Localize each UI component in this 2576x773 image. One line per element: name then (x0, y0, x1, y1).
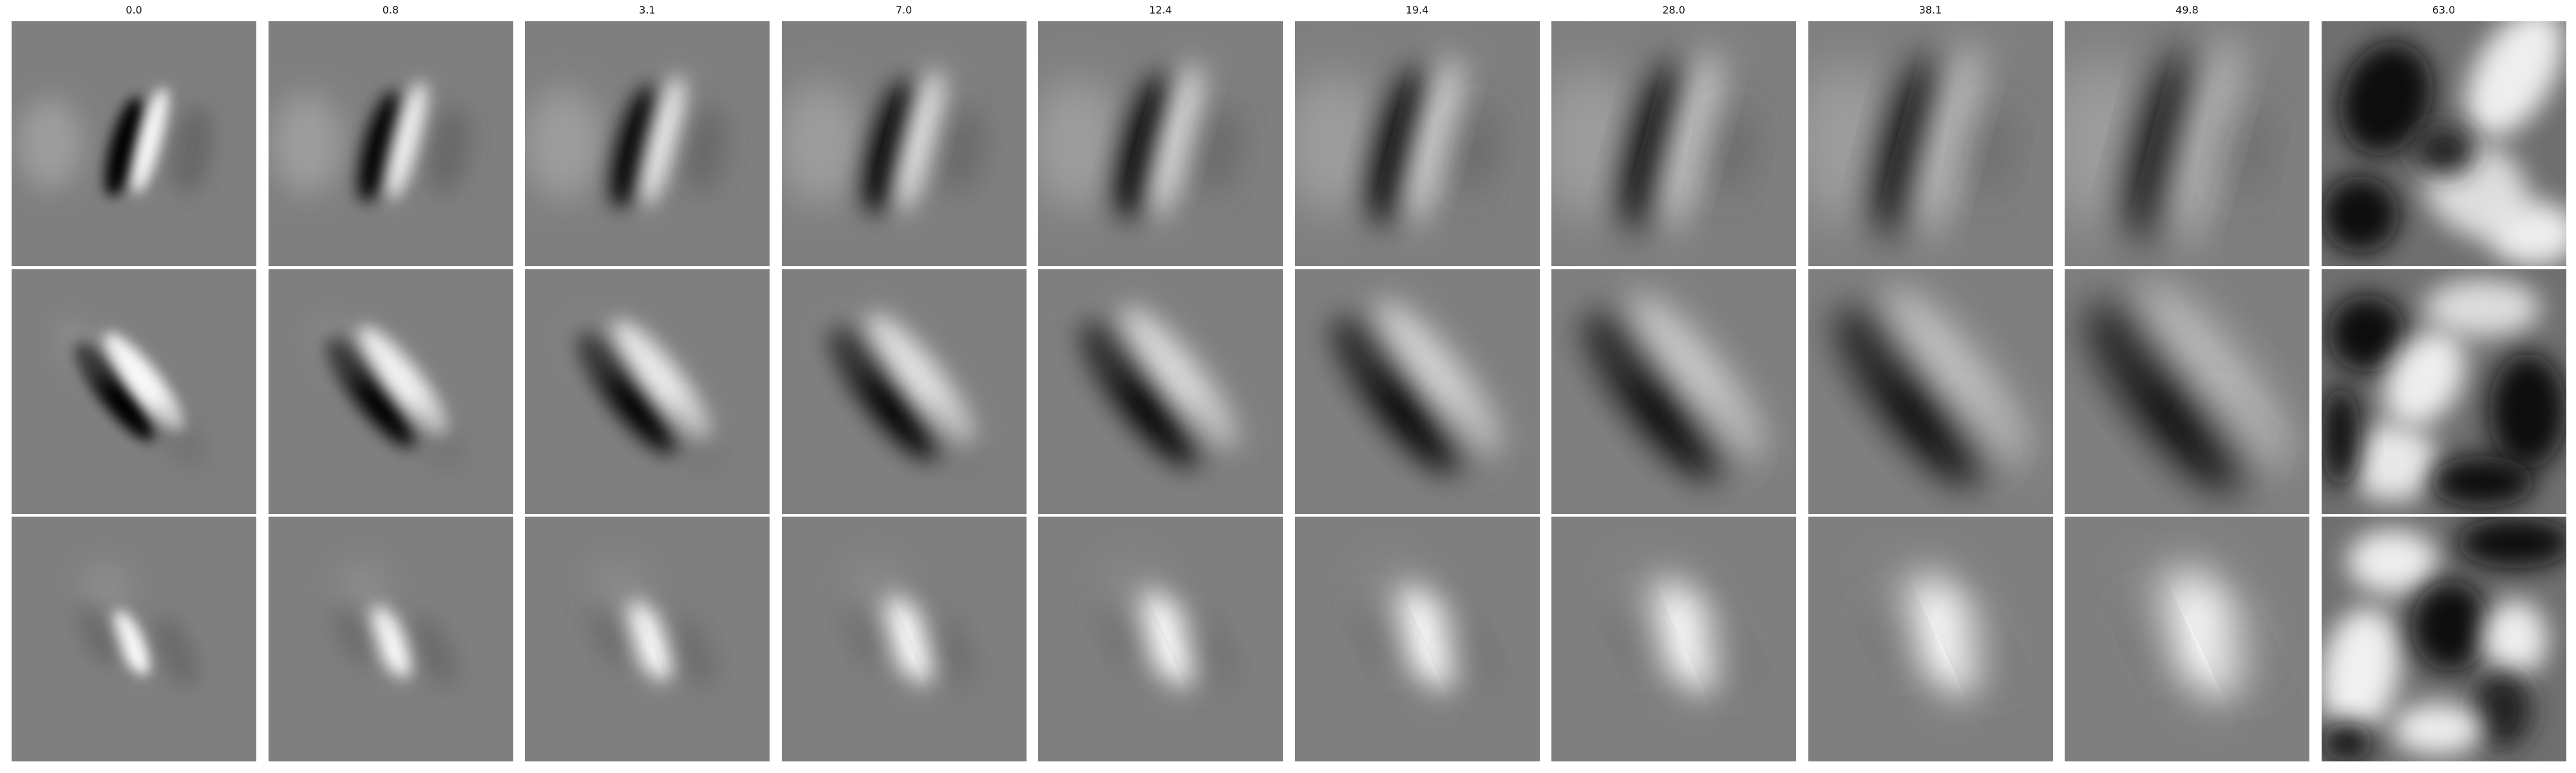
column-title: 0.0 (126, 4, 142, 16)
column-title: 19.4 (1405, 4, 1429, 16)
filter-image-r3-c4 (781, 517, 1027, 761)
filter-image-graphic (2065, 21, 2309, 266)
filter-image-r2-c2 (268, 269, 513, 514)
filter-image-graphic (781, 21, 1027, 266)
filter-image-r1-c2 (268, 21, 513, 266)
filter-image-r1-c8 (1808, 21, 2053, 266)
filter-image-graphic (2065, 517, 2309, 761)
filter-image-graphic (781, 269, 1027, 514)
filter-image-r2-c3 (525, 269, 770, 514)
filter-image-graphic (1551, 21, 1796, 266)
filter-image-r3-c6 (1294, 517, 1540, 761)
filter-image-graphic (2321, 517, 2566, 761)
filter-image-r2-c10 (2321, 269, 2566, 514)
filter-image-r1-c1 (12, 21, 256, 266)
filter-image-graphic (2065, 269, 2309, 514)
column-title: 49.8 (2175, 4, 2199, 16)
filter-image-r2-c4 (781, 269, 1027, 514)
filter-image-graphic (781, 517, 1027, 761)
filter-image-graphic (2321, 21, 2566, 266)
column-title: 7.0 (895, 4, 913, 16)
filter-image-r3-c2 (268, 517, 513, 761)
filter-image-graphic (1551, 517, 1796, 761)
filter-image-r2-c8 (1808, 269, 2053, 514)
filter-image-graphic (525, 269, 770, 514)
filter-image-r2-c1 (12, 269, 256, 514)
filter-image-r2-c7 (1551, 269, 1796, 514)
filter-image-graphic (268, 517, 513, 761)
column-title: 0.8 (382, 4, 399, 16)
filter-image-r1-c7 (1551, 21, 1796, 266)
filter-image-r2-c5 (1038, 269, 1283, 514)
filter-image-r1-c4 (781, 21, 1027, 266)
filter-image-graphic (1038, 269, 1283, 514)
column-title: 63.0 (2432, 4, 2456, 16)
filter-image-r1-c3 (525, 21, 770, 266)
filter-image-r1-c6 (1294, 21, 1540, 266)
column-title: 38.1 (1918, 4, 1942, 16)
filter-image-graphic (1038, 21, 1283, 266)
filter-image-r1-c9 (2065, 21, 2309, 266)
filter-image-r2-c9 (2065, 269, 2309, 514)
filter-image-graphic (1294, 21, 1540, 266)
filter-image-r1-c10 (2321, 21, 2566, 266)
filter-image-graphic (268, 269, 513, 514)
filter-image-r3-c5 (1038, 517, 1283, 761)
column-title: 28.0 (1662, 4, 1685, 16)
filter-image-graphic (1294, 269, 1540, 514)
filter-image-r3-c8 (1808, 517, 2053, 761)
filter-image-graphic (12, 517, 256, 761)
column-title: 3.1 (639, 4, 656, 16)
filter-image-graphic (268, 21, 513, 266)
filter-image-graphic (12, 269, 256, 514)
filter-image-graphic (2321, 269, 2566, 514)
filter-image-graphic (12, 21, 256, 266)
filter-image-graphic (1808, 269, 2053, 514)
filter-image-r3-c9 (2065, 517, 2309, 761)
filter-image-graphic (1551, 269, 1796, 514)
filter-image-r2-c6 (1294, 269, 1540, 514)
filter-image-r3-c10 (2321, 517, 2566, 761)
filter-image-r1-c5 (1038, 21, 1283, 266)
column-title: 12.4 (1149, 4, 1172, 16)
filter-image-graphic (1808, 517, 2053, 761)
filter-image-r3-c1 (12, 517, 256, 761)
filter-image-graphic (1038, 517, 1283, 761)
filter-image-r3-c7 (1551, 517, 1796, 761)
filter-image-graphic (1808, 21, 2053, 266)
filter-image-r3-c3 (525, 517, 770, 761)
filter-image-graphic (525, 517, 770, 761)
filter-image-graphic (525, 21, 770, 266)
filter-image-graphic (1294, 517, 1540, 761)
